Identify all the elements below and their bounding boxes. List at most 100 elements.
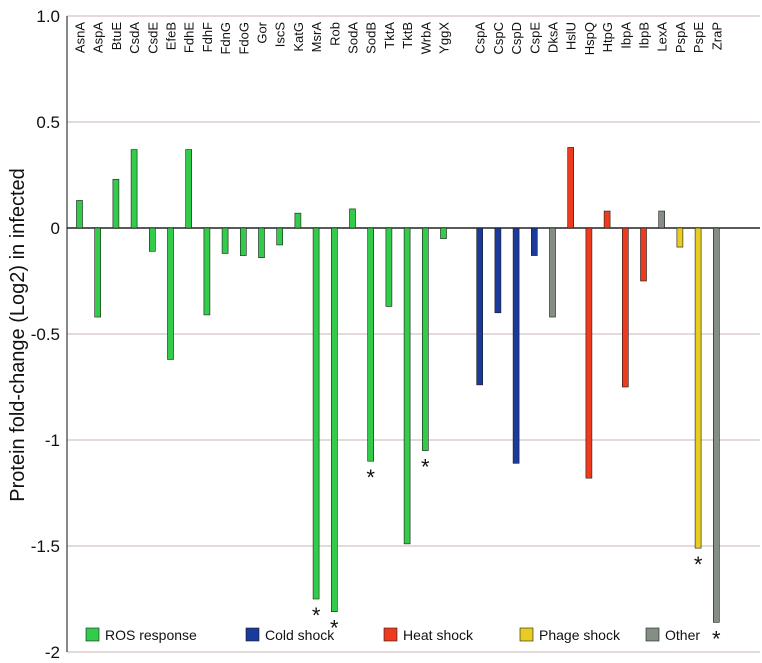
bar-hspq: [585, 227, 593, 479]
legend-swatch: [383, 627, 398, 642]
bar-yggx: [440, 227, 447, 239]
category-label: CspC: [491, 22, 506, 55]
significance-star: *: [421, 455, 430, 480]
bar-hslu: [567, 147, 575, 229]
legend-swatch: [645, 627, 660, 642]
bar-fdog: [240, 227, 247, 256]
category-label: FdhF: [200, 22, 215, 52]
significance-star: *: [312, 603, 321, 628]
bar-katg: [294, 212, 302, 229]
bar-efeb: [167, 227, 174, 360]
bar-tktb: [403, 227, 411, 545]
bar-soda: [349, 208, 356, 229]
bars: [76, 147, 720, 623]
y-axis-ticks: 1.0 0.5 0 -0.5 -1 -1.5 -2: [31, 7, 60, 662]
bar-fdng: [221, 227, 229, 254]
bar-cspd: [512, 227, 520, 464]
bar-gor: [258, 227, 265, 258]
y-axis-title: Protein fold-change (Log2) in infected: [7, 168, 29, 502]
bar-cspe: [530, 227, 538, 256]
bar-pspe: [694, 227, 702, 549]
category-label: ZraP: [709, 22, 724, 50]
category-label: DksA: [546, 22, 561, 53]
category-label: BtuE: [109, 22, 124, 51]
bar-tkta: [385, 227, 393, 307]
category-label: AsnA: [73, 22, 88, 53]
category-label: FdoG: [236, 22, 251, 55]
category-label: WrbA: [418, 22, 433, 55]
bar-zrap: [712, 227, 720, 623]
gridlines: [67, 15, 760, 653]
bar-sodb: [367, 227, 375, 462]
bar-wrba: [421, 227, 429, 451]
bar-btue: [112, 178, 120, 229]
category-label: HslU: [564, 22, 579, 50]
category-label: AspA: [91, 22, 106, 53]
bar-rob: [330, 227, 338, 613]
category-label: KatG: [291, 22, 306, 52]
y-tick-label: -1.5: [31, 537, 60, 556]
significance-markers: * * * * * *: [312, 455, 721, 652]
bar-dksa: [549, 227, 556, 318]
category-label: FdnG: [218, 22, 233, 55]
significance-star: *: [366, 465, 375, 490]
category-label: SodA: [346, 22, 361, 54]
legend-swatch: [85, 627, 100, 642]
category-label: CsdA: [127, 22, 142, 54]
category-label: EfeB: [164, 22, 179, 50]
bar-ibpa: [621, 227, 629, 388]
category-label: HspQ: [582, 22, 597, 55]
category-label: PspA: [673, 22, 688, 53]
legend-label: Cold shock: [265, 627, 335, 643]
category-label: CspE: [527, 22, 542, 54]
category-label: IbpA: [618, 22, 633, 49]
category-label: YggX: [437, 22, 452, 54]
bar-cspc: [494, 227, 502, 314]
category-label: CspA: [473, 22, 488, 54]
bar-msra: [312, 227, 320, 600]
legend: ROS response Cold shock Heat shock Phage sh…: [85, 627, 700, 643]
legend-label: Phage shock: [539, 627, 621, 643]
y-tick-label: -1: [45, 431, 60, 450]
category-label: TktA: [382, 22, 397, 49]
bar-htpg: [603, 210, 611, 229]
y-tick-label: -0.5: [31, 325, 60, 344]
legend-label: Heat shock: [403, 627, 474, 643]
bar-ibpb: [640, 227, 647, 282]
legend-label: ROS response: [105, 627, 197, 643]
bar-lexa: [658, 210, 666, 229]
legend-label: Other: [665, 627, 700, 643]
bar-fdhe: [185, 149, 192, 229]
category-label: HtpG: [600, 22, 615, 52]
bar-pspa: [676, 227, 684, 248]
significance-star: *: [694, 552, 703, 577]
category-labels: AsnA AspA BtuE CsdA CsdE EfeB FdhE FdhF FdnG FdoG…: [73, 21, 725, 55]
bar-csde: [149, 227, 156, 252]
bar-csda: [130, 149, 138, 229]
legend-swatch: [245, 627, 260, 642]
category-label: CsdE: [145, 22, 160, 54]
category-label: IbpB: [637, 22, 652, 49]
category-label: MsrA: [309, 22, 324, 53]
bar-asna: [76, 200, 83, 229]
bar-cspa: [476, 227, 484, 386]
y-tick-label: -2: [45, 643, 60, 662]
y-tick-label: 1.0: [36, 7, 60, 26]
legend-swatch: [519, 627, 534, 642]
category-label: CspD: [509, 22, 524, 55]
category-label: SodB: [364, 22, 379, 54]
category-label: LexA: [655, 22, 670, 52]
bar-fdhf: [203, 227, 211, 316]
bar-iscs: [276, 227, 284, 246]
category-label: FdhE: [182, 22, 197, 53]
significance-star: *: [712, 626, 721, 651]
category-label: Gor: [255, 21, 270, 43]
category-label: Rob: [327, 22, 342, 46]
significance-star: *: [330, 616, 339, 641]
bar-aspa: [94, 227, 101, 318]
y-tick-label: 0: [51, 219, 60, 238]
category-label: PspE: [691, 22, 706, 53]
y-tick-label: 0.5: [36, 113, 60, 132]
category-label: TktB: [400, 22, 415, 49]
